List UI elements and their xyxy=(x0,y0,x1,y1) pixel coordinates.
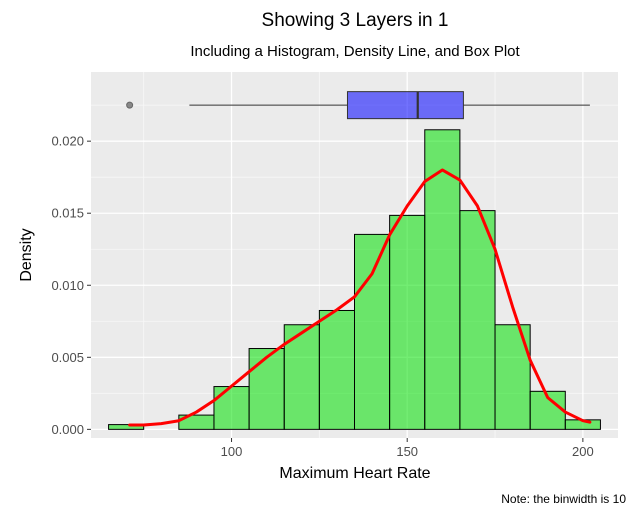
y-tick-label: 0.005 xyxy=(51,350,84,365)
histogram-layer xyxy=(108,129,601,430)
x-tick-label: 200 xyxy=(572,444,594,459)
y-tick-label: 0.010 xyxy=(51,278,84,293)
histogram-bar xyxy=(459,210,496,430)
histogram-bar xyxy=(354,233,391,430)
histogram-bar xyxy=(108,424,145,430)
box-plot-layer xyxy=(126,91,590,120)
x-axis-label: Maximum Heart Rate xyxy=(279,465,430,482)
x-axis: 100 150 200 xyxy=(221,438,594,459)
y-axis: 0.000 0.005 0.010 0.015 0.020 xyxy=(51,134,91,437)
chart-subtitle: Including a Histogram, Density Line, and… xyxy=(190,43,520,60)
histogram-bar xyxy=(248,348,285,430)
box-iqr xyxy=(346,91,464,120)
x-tick-label: 150 xyxy=(396,444,418,459)
density-line xyxy=(128,168,592,427)
y-tick-label: 0.015 xyxy=(51,206,84,221)
density-layer xyxy=(128,168,592,427)
y-tick-label: 0.000 xyxy=(51,422,84,437)
y-tick-label: 0.020 xyxy=(51,134,84,149)
y-axis-label: Density xyxy=(18,228,35,281)
x-tick-label: 100 xyxy=(221,444,243,459)
histogram-bar xyxy=(389,214,426,430)
histogram-bar xyxy=(424,129,461,430)
histogram-bar xyxy=(213,386,250,430)
chart-caption: Note: the binwidth is 10 xyxy=(501,492,626,506)
box-outlier-point xyxy=(126,101,134,109)
histogram-bar xyxy=(318,309,356,430)
chart-title: Showing 3 Layers in 1 xyxy=(262,10,449,31)
